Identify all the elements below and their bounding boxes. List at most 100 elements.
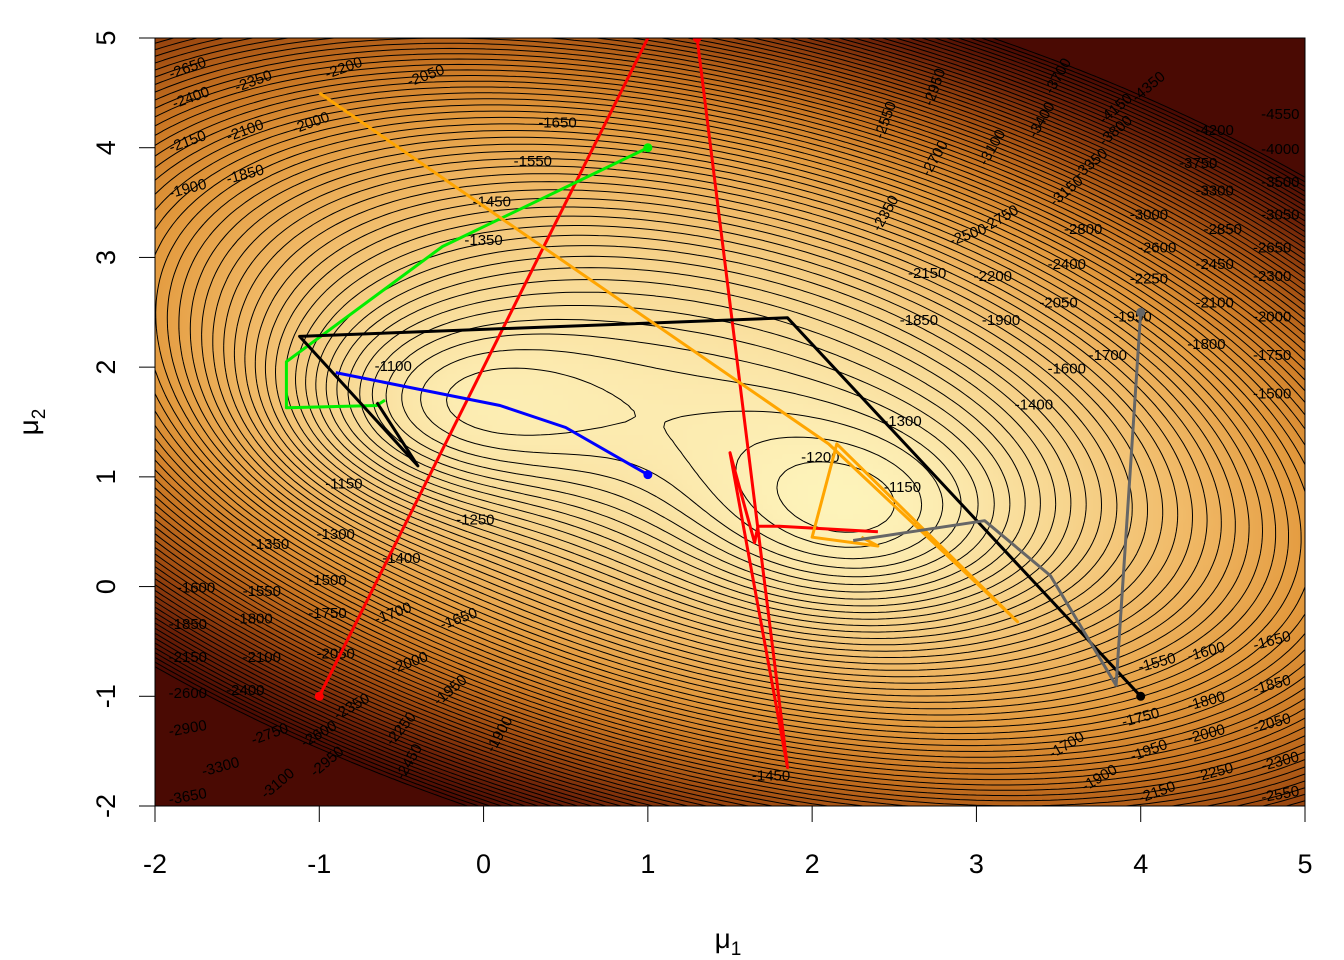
- y-tick-label: 1: [91, 469, 121, 484]
- contour-line: [155, 38, 1305, 806]
- contour-line: [155, 38, 1305, 806]
- y-tick-label: 4: [91, 140, 121, 155]
- contour-label: -2250: [1130, 270, 1168, 287]
- contour-label: -2600: [169, 685, 207, 702]
- x-tick-label: 5: [1297, 849, 1312, 879]
- x-tick-label: 1: [640, 849, 655, 879]
- contour-line: [155, 38, 1305, 806]
- contour-label: -4550: [1261, 106, 1299, 123]
- contour-line: [155, 38, 1305, 806]
- contour-label: -1300: [317, 526, 355, 543]
- contour-label: -2050: [1039, 294, 1077, 311]
- contour-line: [155, 86, 1305, 758]
- contour-line: [155, 104, 1305, 741]
- contour-label: -1900: [982, 312, 1020, 329]
- contour-line: [371, 305, 1011, 593]
- path-start-point: [643, 470, 653, 480]
- y-tick-label: -1: [91, 684, 121, 708]
- contour-label: -1750: [1253, 347, 1291, 364]
- path-series-4: [298, 316, 1142, 698]
- y-tick-label: 5: [91, 30, 121, 45]
- contour-label: -1800: [234, 610, 272, 627]
- contour-label: -2100: [1195, 294, 1233, 311]
- contour-line: [155, 38, 1305, 806]
- contour-line: [155, 38, 1305, 806]
- contour-label: -1500: [1253, 386, 1291, 403]
- contour-line: [155, 38, 1305, 806]
- contour-line: [178, 136, 1277, 710]
- optimization-paths: [284, 38, 1146, 770]
- contour-line: [244, 181, 1193, 671]
- y-tick-label: -2: [91, 794, 121, 818]
- contour-line: [155, 38, 1305, 806]
- contour-line: [212, 158, 1236, 691]
- contour-line: [155, 53, 1305, 791]
- contour-lines: [155, 38, 1305, 806]
- y-tick-label: 2: [91, 360, 121, 375]
- contour-label: -2400: [1048, 256, 1086, 273]
- contour-label: -2050: [317, 646, 355, 663]
- contour-line: [155, 38, 1305, 806]
- contour-line: [155, 38, 1305, 806]
- contour-label: -1700: [1089, 347, 1127, 364]
- contour-line: [155, 69, 1305, 775]
- contour-label: -2800: [1064, 221, 1102, 238]
- contour-label: -1200: [801, 449, 839, 466]
- contour-label: -1600: [177, 580, 215, 597]
- x-tick-label: 4: [1133, 849, 1148, 879]
- contour-line: [155, 38, 1305, 806]
- contour-line: [254, 189, 1179, 665]
- path-start-point: [314, 691, 324, 701]
- contour-label: -1500: [308, 572, 346, 589]
- y-tick-label: 0: [91, 579, 121, 594]
- contour-label: -1600: [1048, 360, 1086, 377]
- contour-line: [155, 38, 1305, 806]
- contour-line: [189, 143, 1263, 703]
- path-series-6: [852, 312, 1143, 687]
- contour-label: -1150: [325, 476, 362, 493]
- path-start-point: [692, 38, 702, 43]
- contour-label: -2150: [908, 265, 946, 282]
- contour-label: -3750: [1179, 155, 1217, 172]
- contour-line: [155, 42, 1305, 802]
- path-series-1: [695, 38, 878, 770]
- contour-line: [155, 110, 1305, 735]
- contour-label: -1800: [1187, 336, 1225, 353]
- contour-line: [155, 38, 1305, 806]
- contour-line: [155, 38, 1305, 806]
- path-series-0: [317, 38, 650, 697]
- x-tick-label: -2: [143, 849, 167, 879]
- contour-line: [155, 38, 1305, 806]
- contour-label: -1650: [538, 115, 576, 132]
- contour-line: [264, 197, 1164, 658]
- path-series-3: [335, 371, 649, 477]
- contour-label: -1100: [375, 358, 412, 375]
- x-tick-label: -1: [307, 849, 331, 879]
- contour-label: -2200: [974, 268, 1012, 285]
- contour-label: -1850: [900, 312, 938, 329]
- contour-label: -3650: [167, 785, 208, 808]
- contour-line: [155, 38, 1305, 806]
- contour-line: [155, 98, 1305, 747]
- path-start-point: [1136, 691, 1146, 701]
- contour-line: [155, 38, 1305, 806]
- contour-line: [155, 38, 1305, 806]
- contour-label: -1550: [514, 153, 552, 170]
- contour-line: [155, 92, 1305, 752]
- contour-label: -1400: [382, 550, 420, 567]
- contour-label: -2300: [1253, 268, 1291, 285]
- path-start-point: [1136, 307, 1146, 317]
- contour-label: -1400: [1015, 397, 1053, 414]
- contour-label: -1350: [464, 232, 502, 249]
- contour-label: -2650: [1253, 240, 1291, 257]
- contour-line: [166, 130, 1289, 716]
- contour-label: -2450: [1195, 256, 1233, 273]
- contour-line: [155, 38, 1305, 806]
- contour-label: -2100: [243, 649, 281, 666]
- contour-label: -1300: [883, 413, 921, 430]
- contour-line: [155, 38, 1305, 806]
- contour-line: [155, 116, 1305, 728]
- contour-line: [155, 38, 1305, 806]
- contour-label: -3300: [1195, 183, 1233, 200]
- path-series-5: [318, 91, 1019, 624]
